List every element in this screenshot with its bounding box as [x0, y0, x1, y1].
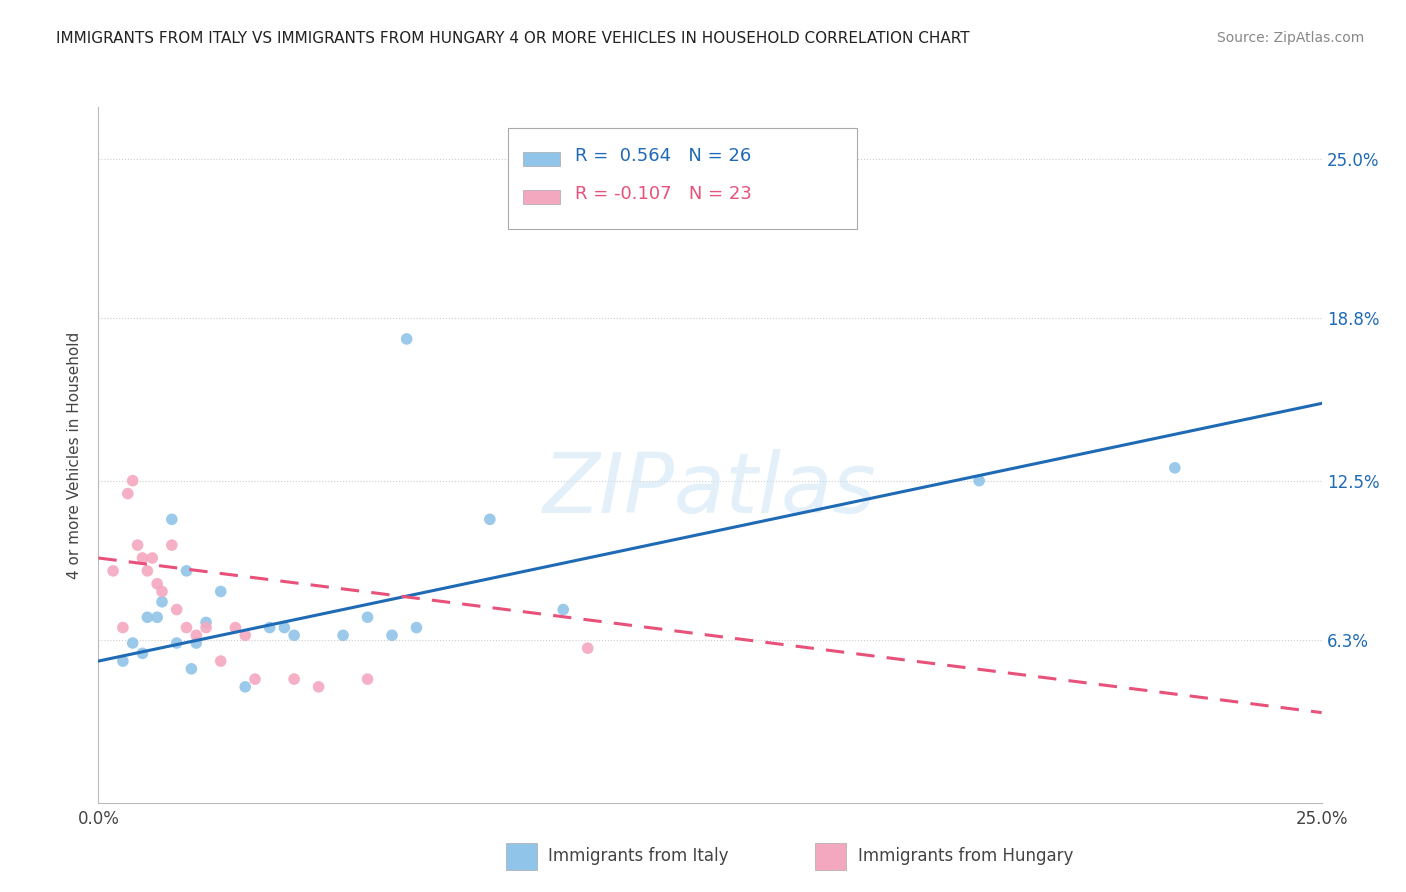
Point [553, 602, 575, 616]
Point [150, 584, 173, 599]
Point [136, 564, 159, 578]
Point [166, 602, 188, 616]
Text: Immigrants from Italy: Immigrants from Italy [548, 847, 728, 865]
Text: Immigrants from Hungary: Immigrants from Hungary [858, 847, 1073, 865]
Point [160, 538, 183, 552]
Point [381, 628, 404, 642]
FancyBboxPatch shape [508, 128, 856, 229]
Point [186, 636, 208, 650]
Point [405, 621, 427, 635]
Point [283, 672, 305, 686]
Text: R =  0.564   N = 26: R = 0.564 N = 26 [575, 147, 752, 165]
Point [478, 512, 501, 526]
Point [273, 621, 295, 635]
Point [308, 680, 330, 694]
Y-axis label: 4 or more Vehicles in Household: 4 or more Vehicles in Household [67, 331, 83, 579]
Point [131, 646, 153, 660]
Point [176, 621, 198, 635]
Point [136, 610, 159, 624]
Point [195, 621, 218, 635]
Point [1164, 460, 1187, 475]
Point [209, 584, 232, 599]
Point [259, 621, 281, 635]
Point [356, 610, 378, 624]
Point [121, 636, 143, 650]
FancyBboxPatch shape [523, 152, 560, 166]
Point [111, 621, 134, 635]
Point [127, 538, 149, 552]
Point [283, 628, 305, 642]
Point [121, 474, 143, 488]
Point [131, 551, 153, 566]
Point [233, 628, 256, 642]
Point [576, 641, 599, 656]
Point [224, 621, 246, 635]
Point [356, 672, 378, 686]
Point [117, 486, 139, 500]
Point [233, 680, 256, 694]
Point [111, 654, 134, 668]
Text: Source: ZipAtlas.com: Source: ZipAtlas.com [1216, 31, 1364, 45]
Point [176, 564, 198, 578]
Text: ZIPatlas: ZIPatlas [543, 450, 877, 530]
Point [967, 474, 990, 488]
Point [101, 564, 124, 578]
Point [332, 628, 354, 642]
Point [243, 672, 266, 686]
Point [195, 615, 218, 630]
Point [166, 636, 188, 650]
Point [160, 512, 183, 526]
Point [146, 610, 169, 624]
Point [180, 662, 202, 676]
Text: R = -0.107   N = 23: R = -0.107 N = 23 [575, 185, 752, 203]
Point [141, 551, 163, 566]
Point [186, 628, 208, 642]
Point [209, 654, 232, 668]
FancyBboxPatch shape [523, 190, 560, 204]
Point [150, 595, 173, 609]
Point [395, 332, 418, 346]
Point [146, 576, 169, 591]
Text: IMMIGRANTS FROM ITALY VS IMMIGRANTS FROM HUNGARY 4 OR MORE VEHICLES IN HOUSEHOLD: IMMIGRANTS FROM ITALY VS IMMIGRANTS FROM… [56, 31, 970, 46]
